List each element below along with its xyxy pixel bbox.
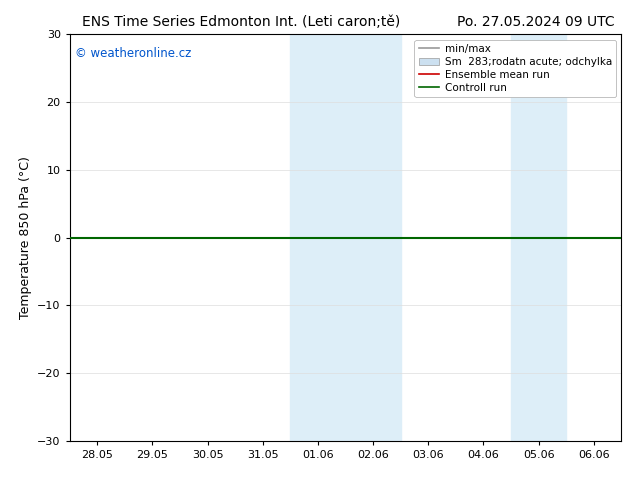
Text: © weatheronline.cz: © weatheronline.cz [75, 47, 191, 59]
Y-axis label: Temperature 850 hPa (°C): Temperature 850 hPa (°C) [18, 156, 32, 319]
Text: Po. 27.05.2024 09 UTC: Po. 27.05.2024 09 UTC [457, 15, 615, 29]
Bar [511, 34, 566, 441]
Legend: min/max, Sm  283;rodatn acute; odchylka, Ensemble mean run, Controll run: min/max, Sm 283;rodatn acute; odchylka, … [415, 40, 616, 97]
Bar [290, 34, 401, 441]
Text: ENS Time Series Edmonton Int. (Leti caron;tě): ENS Time Series Edmonton Int. (Leti caro… [82, 15, 400, 29]
